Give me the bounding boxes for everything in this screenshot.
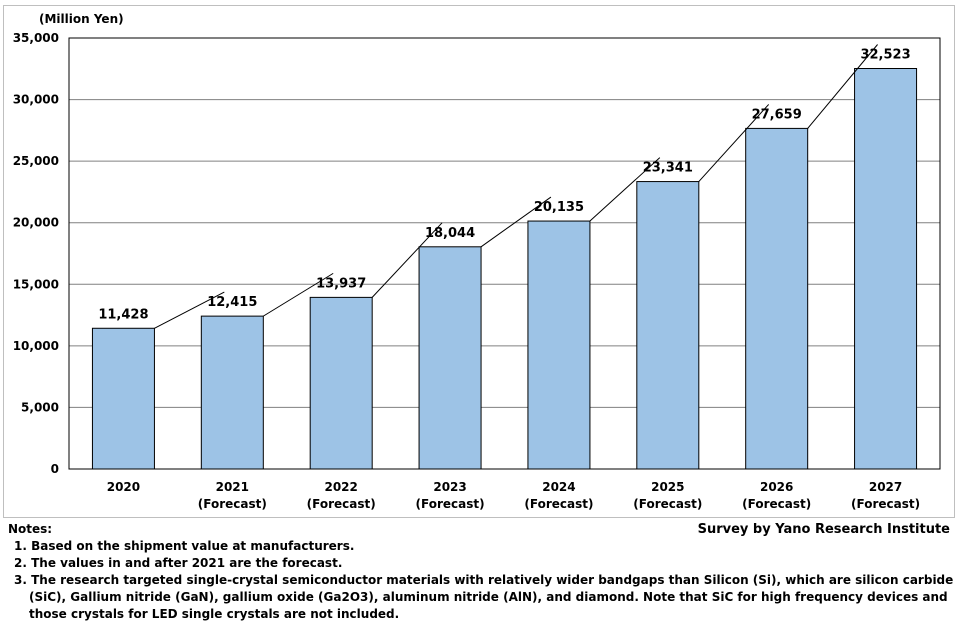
y-tick-label: 30,000	[13, 93, 59, 107]
value-label: 12,415	[207, 295, 257, 310]
value-label: 23,341	[643, 161, 693, 176]
notes-title: Notes:	[8, 522, 53, 536]
x-tick-sublabel: (Forecast)	[416, 497, 485, 511]
bar	[745, 127, 809, 470]
bar	[200, 315, 264, 470]
x-tick-label: 2022	[324, 480, 357, 494]
notes-list: 1. Based on the shipment value at manufa…	[14, 538, 954, 623]
y-tick-label: 5,000	[21, 400, 59, 414]
y-tick-label: 35,000	[13, 31, 59, 45]
value-label: 27,659	[752, 107, 802, 122]
y-tick-label: 15,000	[13, 277, 59, 291]
x-tick-label: 2020	[107, 480, 140, 494]
connector-line	[263, 272, 334, 317]
note-item: 2. The values in and after 2021 are the …	[14, 556, 343, 570]
y-axis-unit-label: (Million Yen)	[39, 12, 124, 26]
x-tick-label: 2027	[869, 480, 902, 494]
y-tick-label: 25,000	[13, 154, 59, 168]
chart-frame	[3, 5, 955, 518]
note-item: 1. Based on the shipment value at manufa…	[14, 539, 355, 553]
connector-line	[807, 44, 878, 129]
connector-line	[698, 104, 770, 182]
x-tick-label: 2025	[651, 480, 684, 494]
connector-line	[589, 157, 661, 222]
y-tick-label: 20,000	[13, 216, 59, 230]
value-label: 20,135	[534, 200, 584, 215]
bar-chart: (Million Yen) 0 5,000 10,000 15,000 20,000 25,…	[13, 12, 941, 511]
connector-line	[154, 291, 225, 329]
x-tick-label: 2024	[542, 480, 575, 494]
x-tick-sublabel: (Forecast)	[742, 497, 811, 511]
x-tick-label: 2026	[760, 480, 793, 494]
x-tick-label: 2021	[216, 480, 249, 494]
note-item: 3. The research targeted single-crystal …	[14, 573, 954, 621]
y-tick-label: 10,000	[13, 339, 59, 353]
source-credit: Survey by Yano Research Institute	[697, 522, 950, 537]
x-tick-sublabel: (Forecast)	[524, 497, 593, 511]
value-label: 18,044	[425, 226, 475, 241]
plot-area-border	[68, 37, 941, 470]
bar	[636, 181, 700, 470]
value-label: 32,523	[860, 48, 910, 63]
bar	[527, 220, 591, 470]
x-tick-label: 2023	[433, 480, 466, 494]
connector-line	[371, 222, 443, 298]
x-tick-sublabel: (Forecast)	[633, 497, 702, 511]
x-tick-sublabel: (Forecast)	[198, 497, 267, 511]
bar	[309, 296, 373, 470]
connector-line	[480, 196, 552, 248]
bar	[91, 327, 155, 470]
value-label: 11,428	[98, 307, 148, 322]
y-tick-label: 0	[51, 462, 59, 476]
bar	[418, 246, 482, 470]
bar	[854, 68, 918, 470]
value-label: 13,937	[316, 276, 366, 291]
x-tick-sublabel: (Forecast)	[851, 497, 920, 511]
x-tick-sublabel: (Forecast)	[307, 497, 376, 511]
